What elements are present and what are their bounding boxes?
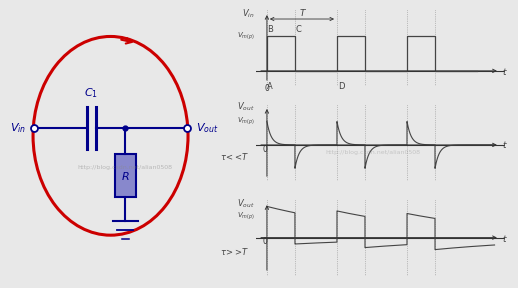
Text: 0: 0 <box>265 84 269 93</box>
Text: $t$: $t$ <box>501 139 507 150</box>
Text: $V_{in}$: $V_{in}$ <box>10 121 26 135</box>
Text: T: T <box>299 9 305 18</box>
Text: http://blog.csdn.net/alian0508: http://blog.csdn.net/alian0508 <box>325 150 421 155</box>
Text: $V_{m(p)}$: $V_{m(p)}$ <box>237 115 255 126</box>
Text: $R$: $R$ <box>121 170 130 181</box>
Text: $V_{in}$: $V_{in}$ <box>242 7 255 20</box>
Text: $t$: $t$ <box>501 233 507 244</box>
Text: 0: 0 <box>262 145 267 154</box>
Text: $V_{m(p)}$: $V_{m(p)}$ <box>237 210 255 221</box>
Text: D: D <box>338 82 344 91</box>
Text: $V_{m(p)}$: $V_{m(p)}$ <box>237 30 255 41</box>
Text: B: B <box>268 25 274 34</box>
Text: $C_1$: $C_1$ <box>84 86 98 100</box>
Text: $\tau$$\!>\!>\!T$: $\tau$$\!>\!>\!T$ <box>220 246 249 257</box>
Text: $V_{out}$: $V_{out}$ <box>196 121 219 135</box>
Text: $V_{out}$: $V_{out}$ <box>237 101 255 113</box>
Text: A: A <box>267 82 272 91</box>
Text: $V_{out}$: $V_{out}$ <box>237 198 255 210</box>
Text: 0: 0 <box>262 237 267 246</box>
Text: C: C <box>296 25 302 34</box>
Bar <box>115 154 136 197</box>
Text: $t$: $t$ <box>501 66 507 77</box>
Text: $\tau$$\!<\!<\!T$: $\tau$$\!<\!<\!T$ <box>220 151 249 162</box>
Text: http://blog.csdn.net/alian0508: http://blog.csdn.net/alian0508 <box>78 165 173 170</box>
